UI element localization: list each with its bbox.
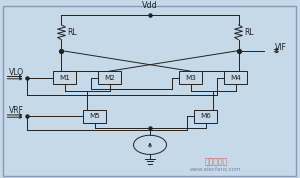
Bar [53, 71, 76, 84]
Text: www.elecfans.com: www.elecfans.com [190, 167, 242, 172]
Text: VRF: VRF [9, 106, 24, 115]
Text: M4: M4 [230, 75, 241, 81]
Text: M3: M3 [185, 75, 196, 81]
Bar [194, 109, 217, 123]
Text: VIF: VIF [274, 43, 286, 52]
Text: VLO: VLO [9, 68, 24, 77]
Bar [98, 71, 121, 84]
Text: M5: M5 [89, 113, 100, 119]
Text: 电子发烧友: 电子发烧友 [204, 158, 228, 167]
Text: RL: RL [244, 28, 254, 37]
Text: Vdd: Vdd [142, 1, 158, 11]
Bar [179, 71, 202, 84]
Bar [224, 71, 247, 84]
Text: M1: M1 [59, 75, 70, 81]
Text: M2: M2 [104, 75, 115, 81]
Bar [83, 109, 106, 123]
Text: RL: RL [67, 28, 76, 37]
Text: M6: M6 [200, 113, 211, 119]
